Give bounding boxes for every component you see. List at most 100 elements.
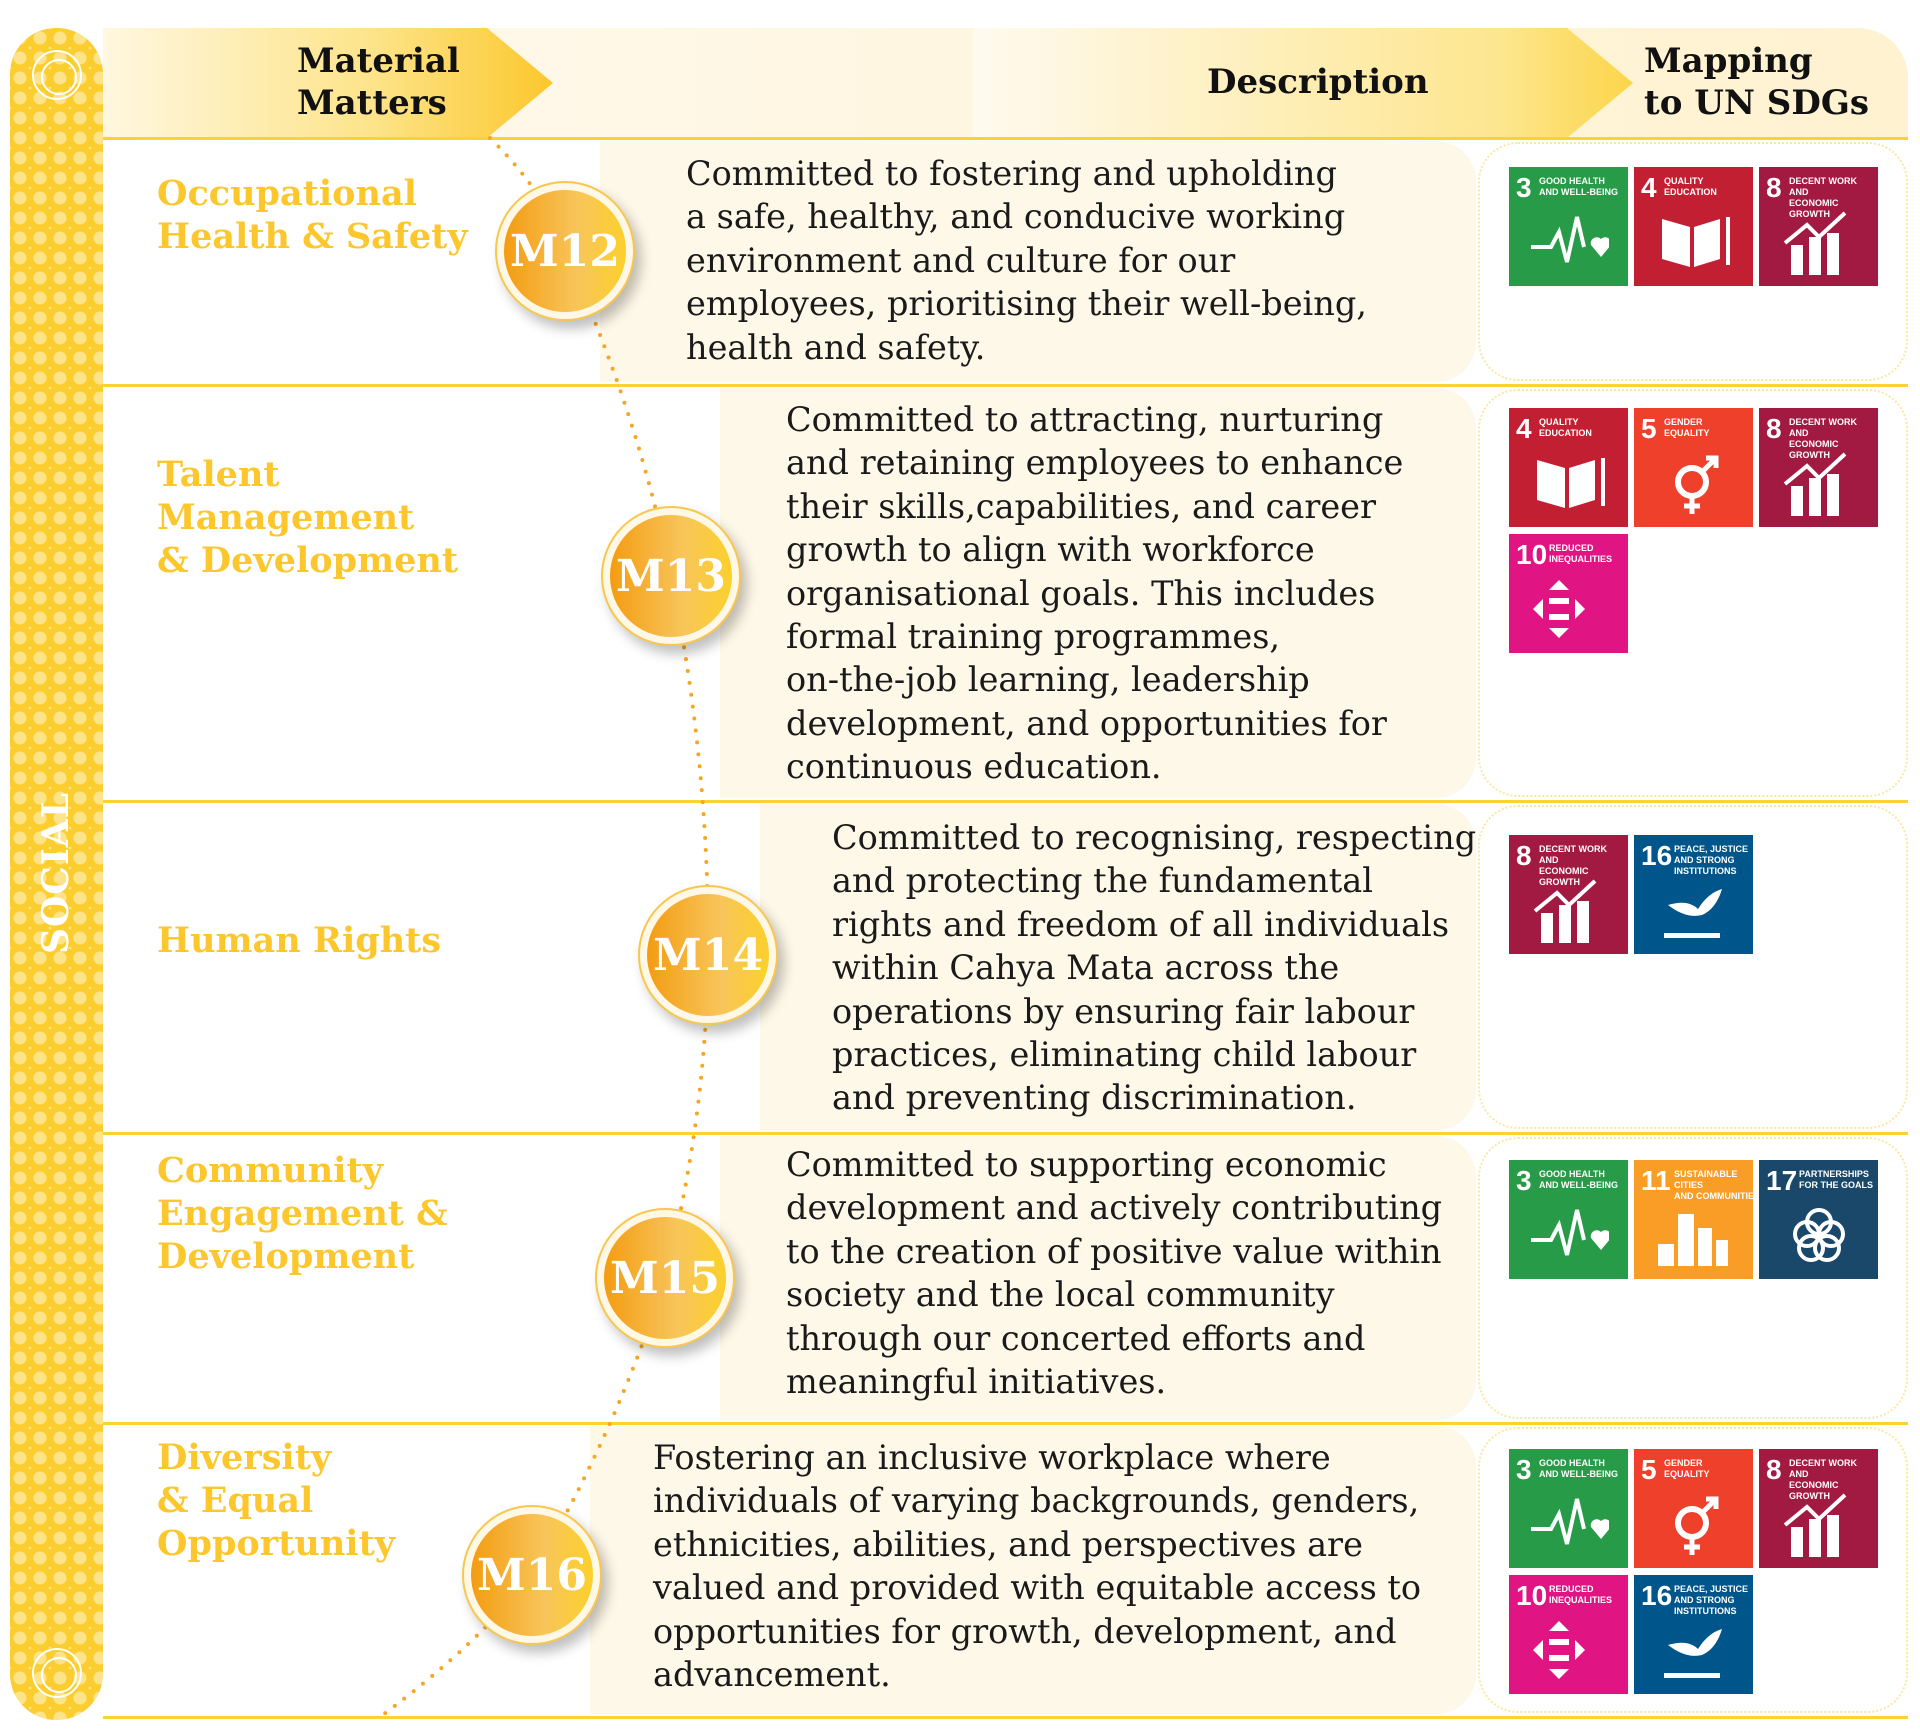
sdg-number: 8: [1766, 172, 1782, 203]
sdg-number: 10: [1516, 1580, 1548, 1611]
sdg-tile-8[interactable]: 8 DECENT WORK AND ECONOMIC GROWTH: [1509, 835, 1628, 954]
sdg-label: PEACE, JUSTICE AND STRONG INSTITUTIONS: [1674, 844, 1749, 876]
sdg-tile-5[interactable]: 5 GENDER EQUALITY: [1634, 408, 1753, 527]
ring-icon: [32, 50, 82, 100]
sdg-label: QUALITY EDUCATION: [1664, 176, 1717, 197]
sdg-number: 8: [1766, 1454, 1782, 1485]
matter-description: Committed to supporting economic developm…: [786, 1145, 1443, 1402]
description-panel: [760, 804, 1476, 1130]
sdg-number: 4: [1641, 172, 1657, 203]
sdg-number: 16: [1641, 1580, 1673, 1611]
matter-name: Human Rights: [157, 919, 442, 961]
sdg-tile-3[interactable]: 3 GOOD HEALTH AND WELL-BEING: [1509, 1160, 1628, 1279]
sdg-number: 3: [1516, 172, 1532, 203]
sdg-tile-4[interactable]: 4 QUALITY EDUCATION: [1634, 167, 1753, 286]
sdg-tile-16[interactable]: 16 PEACE, JUSTICE AND STRONG INSTITUTIONS: [1634, 835, 1753, 954]
matter-name: Occupational Health & Safety: [157, 173, 468, 257]
sdg-tile-17[interactable]: 17 PARTNERSHIPS FOR THE GOALS: [1759, 1160, 1878, 1279]
sdg-label: DECENT WORK AND ECONOMIC GROWTH: [1789, 176, 1857, 219]
sdg-tile-10[interactable]: 10 REDUCED INEQUALITIES: [1509, 534, 1628, 653]
sdg-panel: [1478, 142, 1908, 381]
growth-chart-icon: [1783, 211, 1847, 275]
matter-code-badge: M14: [638, 885, 778, 1025]
row-divider: [103, 1422, 1908, 1425]
sdg-panel: [1478, 389, 1908, 797]
row-divider: [103, 800, 1908, 803]
header-description: Description: [1207, 62, 1429, 102]
sdg-label: QUALITY EDUCATION: [1539, 417, 1592, 438]
matter-description: Committed to recognising, respecting and …: [832, 818, 1477, 1118]
row-divider: [103, 384, 1908, 387]
sdg-label: SUSTAINABLE CITIES AND COMMUNITIES: [1674, 1169, 1760, 1201]
description-panel: [720, 388, 1476, 798]
sdg-number: 5: [1641, 413, 1657, 444]
ring-icon: [32, 1648, 82, 1698]
description-panel: [720, 1136, 1476, 1420]
sdg-label: REDUCED INEQUALITIES: [1549, 543, 1613, 564]
row-divider: [103, 1716, 1908, 1719]
matter-description: Fostering an inclusive workplace where in…: [653, 1438, 1422, 1695]
heartbeat-icon: [1531, 1209, 1609, 1256]
sdg-label: GOOD HEALTH AND WELL-BEING: [1539, 1169, 1618, 1190]
social-sidebar: [10, 28, 103, 1720]
sdg-panel: [1478, 805, 1908, 1129]
description-chevron: [973, 28, 1633, 138]
row-divider: [103, 137, 1908, 140]
row-divider: [103, 1132, 1908, 1135]
sdg-label: DECENT WORK AND ECONOMIC GROWTH: [1789, 417, 1857, 460]
city-buildings-icon: [1658, 1214, 1728, 1266]
sdg-tile-8[interactable]: 8 DECENT WORK AND ECONOMIC GROWTH: [1759, 1449, 1878, 1568]
dove-gavel-icon: [1664, 1629, 1722, 1678]
heartbeat-icon: [1531, 216, 1609, 263]
sdg-label: GENDER EQUALITY: [1664, 417, 1710, 438]
header-material-matters: Material Matters: [297, 41, 460, 123]
sdg-label: GOOD HEALTH AND WELL-BEING: [1539, 1458, 1618, 1479]
sdg-tile-11[interactable]: 11 SUSTAINABLE CITIES AND COMMUNITIES: [1634, 1160, 1760, 1279]
sdg-number: 3: [1516, 1454, 1532, 1485]
sdg-number: 10: [1516, 539, 1548, 570]
reduced-inequalities-icon: [1533, 580, 1585, 638]
sdg-label: DECENT WORK AND ECONOMIC GROWTH: [1789, 1458, 1857, 1501]
sdg-tile-8[interactable]: 8 DECENT WORK AND ECONOMIC GROWTH: [1759, 167, 1878, 286]
sdg-tile-10[interactable]: 10 REDUCED INEQUALITIES: [1509, 1575, 1628, 1694]
sdg-number: 4: [1516, 413, 1532, 444]
sdg-tile-8[interactable]: 8 DECENT WORK AND ECONOMIC GROWTH: [1759, 408, 1878, 527]
heartbeat-icon: [1531, 1498, 1609, 1545]
sdg-number: 16: [1641, 840, 1673, 871]
sdg-label: REDUCED INEQUALITIES: [1549, 1584, 1613, 1605]
matter-code-badge: M16: [462, 1505, 602, 1645]
sdg-tile-16[interactable]: 16 PEACE, JUSTICE AND STRONG INSTITUTIONS: [1634, 1575, 1753, 1694]
growth-chart-icon: [1783, 452, 1847, 516]
gender-equality-icon: [1675, 1496, 1719, 1555]
matter-code-badge: M15: [595, 1208, 735, 1348]
sdg-label: DECENT WORK AND ECONOMIC GROWTH: [1539, 844, 1607, 887]
description-panel: [600, 141, 1476, 382]
sdg-tile-4[interactable]: 4 QUALITY EDUCATION: [1509, 408, 1628, 527]
material-chevron: [103, 28, 553, 138]
sdg-number: 5: [1641, 1454, 1657, 1485]
header-sdgs: Mapping to UN SDGs: [1644, 41, 1870, 123]
sdg-number: 8: [1766, 413, 1782, 444]
sdg-tile-3[interactable]: 3 GOOD HEALTH AND WELL-BEING: [1509, 167, 1628, 286]
matter-description: Committed to attracting, nurturing and re…: [786, 400, 1404, 787]
sdg-tile-5[interactable]: 5 GENDER EQUALITY: [1634, 1449, 1753, 1568]
book-pencil-icon: [1537, 458, 1605, 508]
matter-code-badge: M12: [495, 181, 635, 321]
sdg-number: 3: [1516, 1165, 1532, 1196]
description-panel: [590, 1426, 1476, 1714]
gender-equality-icon: [1675, 455, 1719, 514]
matter-name: Diversity & Equal Opportunity: [157, 1436, 396, 1564]
sdg-number: 11: [1641, 1165, 1671, 1196]
book-pencil-icon: [1662, 217, 1730, 267]
matter-name: Community Engagement & Development: [157, 1149, 448, 1277]
growth-chart-icon: [1533, 879, 1597, 943]
matter-description: Committed to fostering and upholding a sa…: [686, 154, 1367, 367]
sdg-panel: [1478, 1427, 1908, 1713]
sdg-number: 17: [1766, 1165, 1798, 1196]
sdg-tile-3[interactable]: 3 GOOD HEALTH AND WELL-BEING: [1509, 1449, 1628, 1568]
dove-gavel-icon: [1664, 889, 1722, 938]
sdg-label: GOOD HEALTH AND WELL-BEING: [1539, 176, 1618, 197]
reduced-inequalities-icon: [1533, 1621, 1585, 1679]
sdg-label: PARTNERSHIPS FOR THE GOALS: [1799, 1169, 1873, 1190]
growth-chart-icon: [1783, 1493, 1847, 1557]
